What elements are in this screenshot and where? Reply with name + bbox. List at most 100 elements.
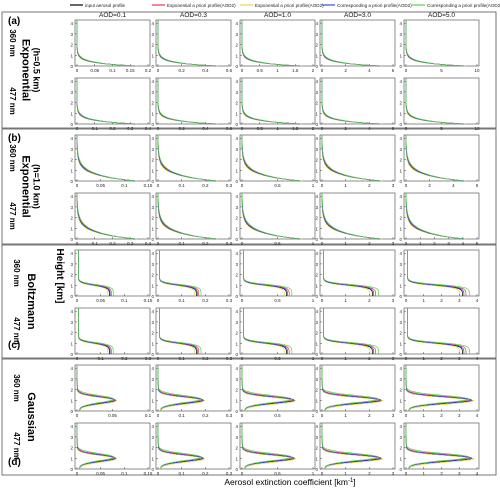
y-tick-label: 1	[315, 111, 318, 116]
profile-line	[321, 193, 379, 240]
profile-line	[157, 135, 215, 182]
x-tick-label: 5	[440, 68, 443, 73]
y-tick-label: 3	[151, 90, 154, 95]
y-tick-label: 3	[70, 205, 73, 210]
y-tick-label: 0	[151, 467, 154, 472]
x-tick-label: 3	[392, 356, 395, 361]
y-tick-label: 2	[235, 446, 238, 451]
y-tick-label: 0	[315, 122, 318, 127]
y-tick-label: 2	[315, 43, 318, 48]
legend-entry: Exponential a priori profile(AOD2)	[255, 3, 324, 8]
x-tick-label: 0.3	[226, 356, 233, 361]
profile-line	[321, 365, 379, 411]
profile-line	[241, 135, 299, 182]
x-tick-label: 4	[462, 241, 465, 246]
x-tick-label: 0	[157, 356, 160, 361]
x-tick-label: 0.1	[98, 356, 105, 361]
y-tick-label: 3	[399, 205, 402, 210]
y-tick-label: 4	[399, 136, 402, 141]
x-tick-label: 0.1	[179, 471, 186, 476]
x-tick-label: 2	[440, 413, 443, 418]
x-tick-label: 0.1	[179, 241, 186, 246]
x-tick-label: 1	[419, 241, 422, 246]
y-tick-label: 0	[70, 237, 73, 242]
y-tick-label: 1	[315, 168, 318, 173]
y-tick-label: 0	[315, 179, 318, 184]
x-axis-label: Aerosol extinction coefficient [km-1]	[224, 477, 355, 487]
y-tick-label: 3	[151, 320, 154, 325]
y-tick-label: 0	[399, 179, 402, 184]
panel: 0 1 2 3 4 0 0.2 0.4 0.6	[151, 19, 233, 73]
x-tick-label: 0.15	[126, 68, 135, 73]
y-tick-label: 0	[70, 122, 73, 127]
x-tick-label: 0.3	[145, 356, 152, 361]
y-tick-label: 0	[315, 294, 318, 299]
x-tick-label: 0	[405, 68, 408, 73]
y-tick-label: 3	[399, 320, 402, 325]
y-tick-label: 2	[235, 158, 238, 163]
y-tick-label: 1	[315, 53, 318, 58]
x-tick-label: 0.5	[274, 471, 281, 476]
y-axis-label: Height [km]	[54, 249, 65, 304]
x-tick-label: 0.3	[127, 241, 134, 246]
x-tick-label: 0.15	[144, 471, 153, 476]
y-tick-label: 0	[151, 409, 154, 414]
y-tick-label: 3	[70, 147, 73, 152]
x-tick-label: 0.1	[92, 241, 99, 246]
x-tick-label: 1	[344, 183, 347, 188]
x-tick-label: 0.5	[274, 183, 281, 188]
y-tick-label: 4	[235, 309, 238, 314]
x-tick-label: 2	[368, 356, 371, 361]
y-tick-label: 3	[235, 377, 238, 382]
panel-frame	[74, 422, 151, 470]
y-tick-label: 3	[315, 377, 318, 382]
group-letter: (c)	[8, 340, 20, 351]
x-tick-label: 4	[476, 413, 479, 418]
profile-line	[321, 135, 379, 182]
x-tick-label: 0.5	[274, 356, 281, 361]
x-tick-label: 0.3	[127, 126, 134, 131]
group-letter: (b)	[8, 133, 21, 144]
x-tick-label: 0	[76, 126, 79, 131]
x-tick-label: 0.6	[226, 68, 233, 73]
x-tick-label: 0	[241, 298, 244, 303]
y-tick-label: 2	[399, 101, 402, 106]
y-tick-label: 3	[235, 147, 238, 152]
y-tick-label: 0	[151, 237, 154, 242]
x-tick-label: 5	[476, 241, 479, 246]
y-tick-label: 0	[70, 64, 73, 69]
panel: 0 1 2 3 4 0 1 2 3 4	[399, 364, 480, 418]
x-tick-label: 0	[157, 413, 160, 418]
y-tick-label: 2	[151, 158, 154, 163]
row-wavelength-label: 477 nm	[12, 432, 21, 460]
x-tick-label: 0	[321, 241, 324, 246]
y-tick-label: 1	[70, 283, 73, 288]
x-tick-label: 0	[321, 298, 324, 303]
y-tick-label: 1	[235, 226, 238, 231]
y-tick-label: 1	[399, 398, 402, 403]
x-tick-label: 0.6	[226, 126, 233, 131]
x-tick-label: 2	[440, 471, 443, 476]
y-tick-label: 0	[235, 294, 238, 299]
panel-frame	[155, 192, 232, 240]
y-tick-label: 4	[70, 251, 73, 256]
y-tick-label: 0	[315, 409, 318, 414]
y-tick-label: 0	[315, 237, 318, 242]
y-tick-label: 0	[399, 409, 402, 414]
y-tick-label: 4	[151, 79, 154, 84]
x-tick-label: 0.4	[202, 126, 209, 131]
panel-frame	[403, 134, 480, 182]
x-tick-label: 0.05	[96, 298, 105, 303]
y-tick-label: 4	[399, 251, 402, 256]
x-tick-label: 0.05	[90, 68, 99, 73]
y-tick-label: 3	[399, 32, 402, 37]
y-tick-label: 2	[399, 216, 402, 221]
y-tick-label: 1	[70, 456, 73, 461]
panel: 0 1 2 3 4 0 1 2 3 4	[399, 249, 480, 303]
group-letter: (a)	[8, 16, 20, 27]
y-tick-label: 1	[151, 168, 154, 173]
x-tick-label: 4	[368, 126, 371, 131]
